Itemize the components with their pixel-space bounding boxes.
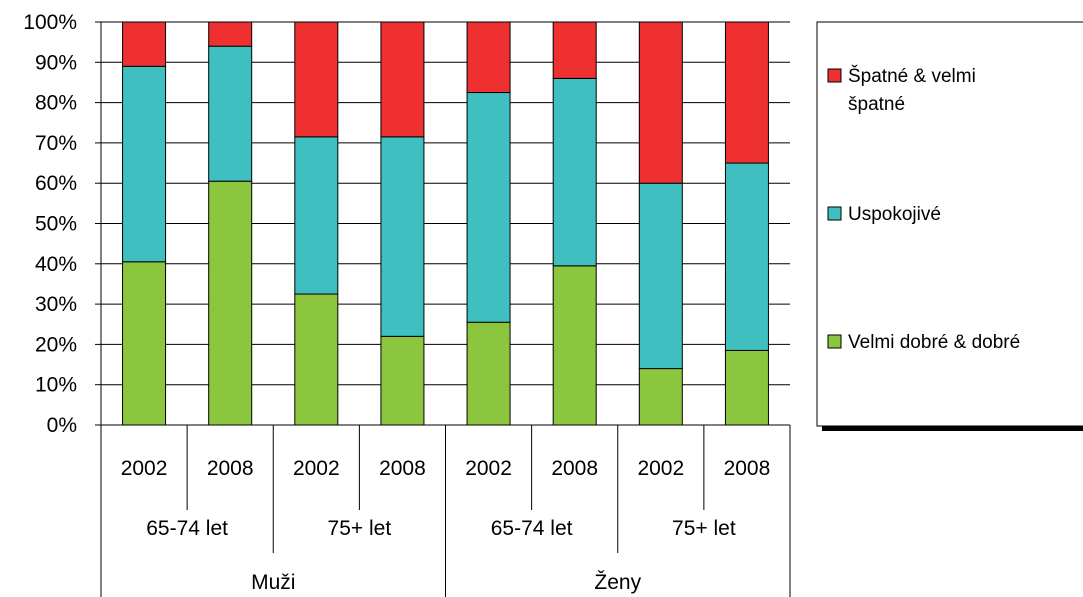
y-tick-label: 80% [35,92,77,115]
bar-segment-uspokojiv--1 [208,45,253,182]
y-tick-label: 60% [35,172,77,195]
sex-label: Ženy [594,571,641,594]
y-tick-label: 10% [35,374,77,397]
year-label: 2008 [724,457,771,480]
y-tick-label: 100% [23,11,77,34]
year-label: 2008 [551,457,598,480]
bar-segment--patn-velmi-patn--6 [638,21,683,184]
bar-segment-velmi-dobr-dobr--6 [638,368,683,426]
year-label: 2008 [379,457,426,480]
y-tick-label: 70% [35,132,77,155]
legend-label: špatné [848,94,905,115]
legend-label: Špatné & velmi [848,65,976,87]
legend-label: Velmi dobré & dobré [848,332,1020,353]
legend-label: Uspokojivé [848,204,941,225]
bar-segment--patn-velmi-patn--5 [552,21,597,79]
legend-swatch [827,68,842,83]
bar-segment-uspokojiv--6 [638,182,683,370]
bars [122,21,769,426]
year-label: 2002 [637,457,684,480]
year-label: 2002 [293,457,340,480]
bar-segment-uspokojiv--2 [294,136,339,295]
bar-segment-uspokojiv--5 [552,77,597,267]
legend-swatch [827,334,842,349]
bar-segment-velmi-dobr-dobr--7 [724,349,769,426]
year-label: 2002 [121,457,168,480]
bar-segment-velmi-dobr-dobr--3 [380,335,425,426]
bar-segment--patn-velmi-patn--3 [380,21,425,138]
legend-swatch [827,206,842,221]
bar-segment-uspokojiv--4 [466,92,511,323]
bar-segment--patn-velmi-patn--1 [208,21,253,47]
bar-segment-uspokojiv--3 [380,136,425,337]
legend: Špatné & velmi špatné Uspokojivé Velmi dobr… [816,21,1083,431]
legend-box [816,21,1083,427]
year-label: 2008 [207,457,254,480]
bar-segment-uspokojiv--0 [122,65,167,263]
gridlines [101,21,790,386]
y-tick-label: 30% [35,293,77,316]
x-axis: 2002 2008 2002 2008 2002 2008 2002 2008 65-74 le… [95,424,791,597]
y-tick-label: 40% [35,253,77,276]
bar-segment--patn-velmi-patn--7 [724,21,769,164]
y-tick-label: 90% [35,51,77,74]
bar-segment-velmi-dobr-dobr--5 [552,265,597,426]
age-group-label: 65-74 let [491,517,573,540]
bar-segment--patn-velmi-patn--0 [122,21,167,67]
bar-segment--patn-velmi-patn--4 [466,21,511,94]
bar-segment-velmi-dobr-dobr--4 [466,321,511,426]
y-tick-label: 50% [35,213,77,236]
bar-segment-uspokojiv--7 [724,162,769,351]
sex-label: Muži [251,571,295,594]
bar-segment-velmi-dobr-dobr--2 [294,293,339,426]
age-group-label: 75+ let [672,517,736,540]
bar-segment--patn-velmi-patn--2 [294,21,339,138]
bar-segment-velmi-dobr-dobr--0 [122,261,167,426]
age-group-label: 75+ let [328,517,392,540]
y-tick-label: 0% [47,414,77,437]
y-tick-label: 20% [35,333,77,356]
age-group-label: 65-74 let [146,517,228,540]
year-label: 2002 [465,457,512,480]
bar-segment-velmi-dobr-dobr--1 [208,180,253,426]
y-axis: 0% 10% 20% 30% 40% 50% 60% 70% 80% 90% 100% [23,11,102,437]
